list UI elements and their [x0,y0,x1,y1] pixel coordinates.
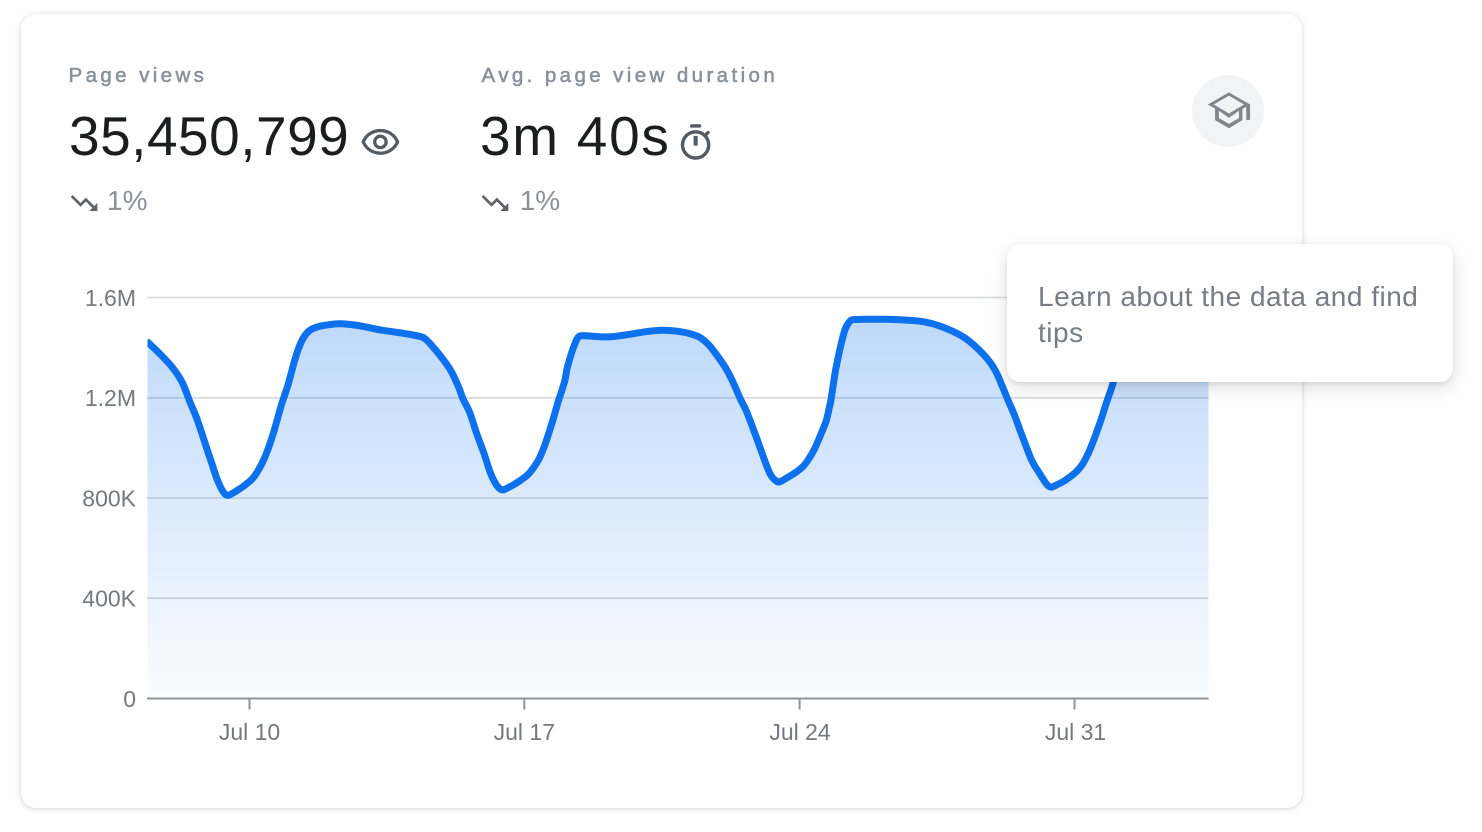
svg-text:800K: 800K [82,485,136,511]
svg-text:Jul 17: Jul 17 [494,719,555,745]
svg-text:Jul 10: Jul 10 [219,719,280,745]
svg-text:1.6M: 1.6M [85,285,136,311]
svg-text:0: 0 [123,686,136,712]
svg-text:Jul 31: Jul 31 [1045,719,1106,745]
svg-text:Jul 24: Jul 24 [769,719,831,745]
svg-text:1.2M: 1.2M [85,385,136,411]
svg-text:400K: 400K [82,586,136,612]
